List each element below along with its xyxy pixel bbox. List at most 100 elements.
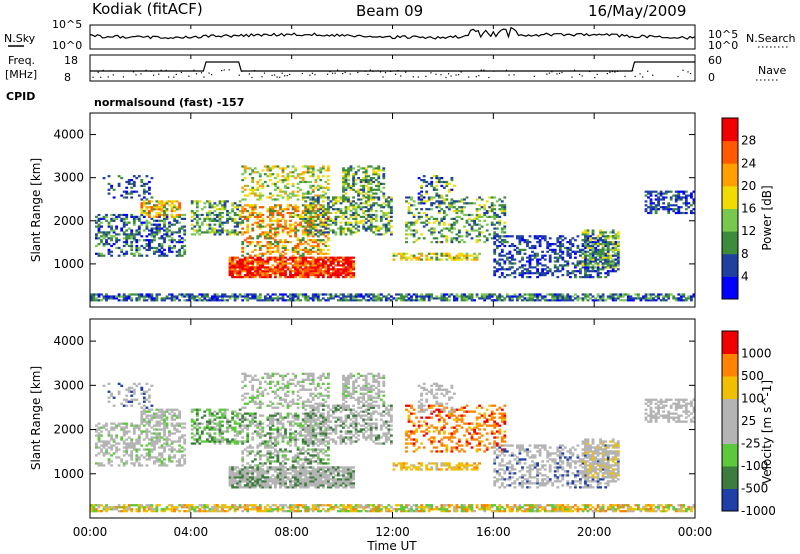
echo-cell [110,434,113,437]
echo-cell [442,221,446,224]
echo-cell [155,227,159,230]
echo-cell [120,250,124,253]
echo-cell [153,235,156,238]
echo-cell [137,428,141,431]
echo-cell [160,412,164,415]
echo-cell [183,244,187,248]
echo-cell [523,248,527,251]
echo-cell [362,210,366,213]
echo-cell [316,215,320,218]
echo-cell [569,256,572,259]
echo-cell [261,233,265,236]
echo-cell [233,268,237,271]
echo-cell [445,237,449,240]
echo-cell [100,299,103,302]
echo-cell [140,416,144,419]
echo-cell [327,165,330,168]
echo-cell [639,297,643,300]
echo-cell [649,206,653,209]
echo-cell [448,208,451,211]
echo-cell [437,210,441,213]
echo-cell [168,244,171,248]
echo-cell [662,208,665,211]
echo-cell [190,297,194,300]
echo-cell [659,299,663,302]
echo-cell [430,252,434,255]
echo-cell [349,233,353,236]
echo-cell [377,225,381,228]
echo-cell [334,200,338,203]
echo-cell [538,258,542,261]
echo-cell [97,237,101,240]
echo-cell [483,235,487,238]
echo-cell [248,297,252,300]
echo-cell [410,297,413,300]
echo-cell [246,293,250,296]
echo-cell [173,219,176,222]
echo-cell [173,448,176,451]
echo-cell [511,254,514,257]
echo-cell [178,458,181,461]
echo-cell [611,229,615,232]
echo-cell [321,272,325,275]
echo-cell [362,215,366,218]
echo-cell [233,211,237,215]
echo-cell [251,237,255,240]
echo-cell [140,221,144,224]
echo-cell [279,264,282,267]
echo-cell [503,204,507,207]
echo-cell [206,231,209,234]
echo-cell [536,268,539,271]
echo-cell [90,299,93,302]
echo-cell [374,167,378,170]
echo-cell [690,196,693,199]
echo-cell [271,206,275,209]
echo-cell [122,293,126,296]
echo-cell [478,219,481,222]
echo-cell [405,295,408,298]
echo-cell [589,262,592,265]
echo-cell [606,244,610,248]
echo-cell [271,165,275,168]
echo-cell [372,167,376,170]
echo-cell [110,428,113,431]
echo-cell [281,215,285,218]
echo-cell [614,235,618,238]
echo-cell [246,223,250,226]
echo-cell [647,297,650,300]
echo-cell [178,229,181,232]
echo-cell [460,254,464,257]
echo-cell [294,227,297,230]
echo-cell [211,428,214,431]
echo-cell [616,250,620,253]
echo-cell [647,211,650,215]
echo-cell [117,182,121,185]
echo-cell [417,299,421,302]
nave-dot [405,71,407,73]
echo-cell [357,192,360,195]
echo-cell [405,200,408,203]
echo-cell [412,233,416,236]
echo-cell [102,452,106,455]
echo-cell [374,173,378,176]
echo-cell [490,196,494,199]
echo-cell [274,165,277,168]
echo-cell [291,299,295,302]
echo-cell [178,227,181,230]
echo-cell [274,210,277,213]
echo-cell [226,213,229,217]
echo-cell [357,204,360,207]
echo-cell [248,237,252,240]
echo-cell [107,182,111,185]
echo-cell [281,169,285,172]
echo-cell [576,297,580,300]
echo-cell [309,268,313,271]
echo-cell [329,219,333,222]
echo-cell [188,297,192,300]
echo-cell [135,217,139,220]
echo-cell [493,204,497,207]
echo-cell [558,297,562,300]
echo-cell [160,243,164,246]
echo-cell [213,233,217,236]
echo-cell [498,268,502,271]
